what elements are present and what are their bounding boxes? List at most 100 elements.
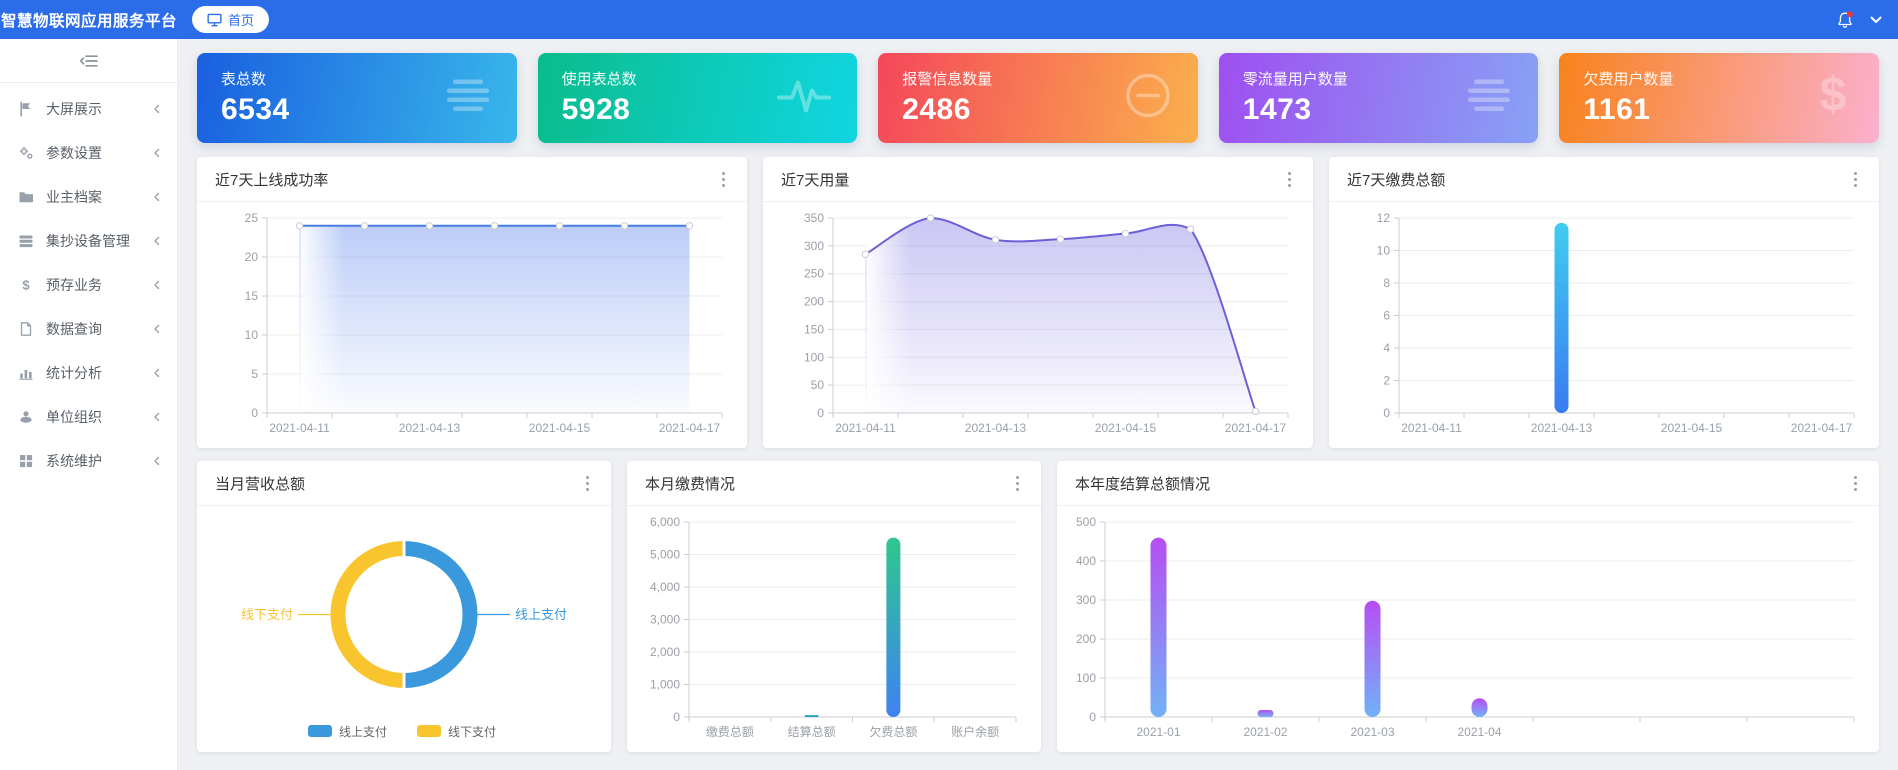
stat-value: 6534 (221, 93, 290, 126)
svg-text:500: 500 (1076, 515, 1096, 529)
lines-icon (445, 76, 491, 121)
kebab-menu-icon[interactable] (1012, 471, 1023, 496)
svg-text:2021-04-13: 2021-04-13 (399, 421, 461, 435)
svg-text:5,000: 5,000 (650, 548, 680, 562)
data-point (1251, 407, 1260, 416)
gears-icon (18, 145, 36, 161)
svg-text:10: 10 (245, 328, 259, 342)
submenu-arrow-icon (151, 191, 163, 203)
submenu-arrow-icon (151, 147, 163, 159)
svg-text:8: 8 (1383, 276, 1390, 290)
svg-text:0: 0 (673, 710, 680, 724)
svg-text:2021-04-15: 2021-04-15 (1095, 421, 1157, 435)
stat-label: 欠费用户数量 (1583, 71, 1674, 88)
svg-text:20: 20 (245, 250, 259, 264)
svg-text:缴费总额: 缴费总额 (706, 724, 754, 739)
chart-title: 近7天缴费总额 (1347, 171, 1446, 189)
chevron-down-icon[interactable] (1870, 16, 1882, 24)
tab-home-label: 首页 (228, 13, 255, 28)
top-header: 智慧物联网应用服务平台 首页 (0, 0, 1898, 39)
chart-row-2: 当月营收总额 线上支付 线下支付 线上支付 线下支付 本月缴费情况 0 1,000 2,0… (197, 461, 1879, 752)
sidebar-item-label: 参数设置 (46, 145, 102, 161)
tab-home[interactable]: 首页 (192, 6, 270, 33)
kebab-menu-icon[interactable] (1284, 167, 1295, 192)
svg-text:0: 0 (251, 406, 258, 420)
collapse-sidebar-icon[interactable] (0, 39, 177, 83)
chart-title: 本年度结算总额情况 (1075, 475, 1211, 493)
sidebar-item-owner-archives[interactable]: 业主档案 (0, 175, 177, 219)
stat-value: 2486 (902, 93, 971, 126)
sidebar-item-prepaid-business[interactable]: $ 预存业务 (0, 263, 177, 307)
sidebar-item-parameter-settings[interactable]: 参数设置 (0, 131, 177, 175)
sidebar-item-statistics-analysis[interactable]: 统计分析 (0, 351, 177, 395)
stat-card-arrears-users: 欠费用户数量 1161 $ (1559, 53, 1879, 143)
svg-text:350: 350 (804, 211, 824, 225)
stat-label: 表总数 (221, 71, 267, 88)
sidebar-item-label: 系统维护 (46, 453, 102, 469)
sidebar-item-system-maintenance[interactable]: 系统维护 (0, 439, 177, 483)
bar-欠费总额 (886, 537, 901, 717)
data-point (425, 222, 434, 230)
submenu-arrow-icon (151, 235, 163, 247)
maintenance-icon (18, 453, 36, 469)
data-point (685, 222, 694, 230)
data-point (555, 222, 564, 230)
bar-2021-04-13 (1554, 222, 1569, 413)
sidebar-item-organization[interactable]: 单位组织 (0, 395, 177, 439)
svg-text:1,000: 1,000 (650, 678, 680, 692)
svg-text:100: 100 (804, 350, 824, 364)
svg-text:2: 2 (1383, 374, 1390, 388)
kebab-menu-icon[interactable] (1850, 471, 1861, 496)
chart-usage-7d[interactable]: 0 50 100 150 200 250 300 350 2021-04-11 2021-04-1… (763, 202, 1313, 447)
chart-monthly-payment[interactable]: 0 1,000 2,000 3,000 4,000 5,000 6,000 缴费总额 结算总额 欠… (627, 506, 1041, 751)
sidebar-item-screen-display[interactable]: 大屏展示 (0, 87, 177, 131)
svg-text:结算总额: 结算总额 (788, 724, 836, 739)
legend-item-online-pay[interactable]: 线上支付 (308, 725, 387, 739)
svg-text:5: 5 (251, 367, 258, 381)
sidebar-item-label: 统计分析 (46, 365, 102, 381)
svg-text:50: 50 (811, 378, 825, 392)
bar-2021-01 (1150, 537, 1167, 717)
chart-monthly-revenue[interactable]: 线上支付 线下支付 线上支付 线下支付 (197, 506, 611, 751)
svg-text:2,000: 2,000 (650, 645, 680, 659)
chart-card-yearly-settlement: 本年度结算总额情况 0 100 200 300 400 500 2021-01 2021-02… (1057, 461, 1879, 752)
data-point (1056, 235, 1065, 243)
data-point (490, 222, 499, 230)
dollar-icon: $ (18, 277, 36, 293)
bar-结算总额 (804, 715, 819, 717)
submenu-arrow-icon (151, 279, 163, 291)
bell-icon[interactable] (1836, 10, 1854, 29)
organization-icon (18, 409, 36, 425)
svg-text:2021-04-13: 2021-04-13 (965, 421, 1027, 435)
svg-text:线下支付: 线下支付 (448, 725, 496, 739)
submenu-arrow-icon (151, 367, 163, 379)
chart-card-usage-7d: 近7天用量 0 50 100 150 200 250 300 350 2021-04-11 202… (763, 157, 1313, 448)
svg-text:6,000: 6,000 (650, 515, 680, 529)
pulse-icon (777, 73, 832, 124)
stat-value: 1161 (1583, 93, 1651, 126)
data-point (926, 214, 935, 222)
chart-card-monthly-payment: 本月缴费情况 0 1,000 2,000 3,000 4,000 5,000 6,000 缴费… (627, 461, 1041, 752)
chart-yearly-settlement[interactable]: 0 100 200 300 400 500 2021-01 2021-02 2021-03 202… (1057, 506, 1879, 751)
svg-text:6: 6 (1383, 309, 1390, 323)
sidebar-menu: 大屏展示参数设置业主档案集抄设备管理 $ 预存业务 数据查询统计分析单位组织系统维护 (0, 83, 177, 483)
kebab-menu-icon[interactable] (718, 167, 729, 192)
kebab-menu-icon[interactable] (1850, 167, 1861, 192)
submenu-arrow-icon (151, 103, 163, 115)
kebab-menu-icon[interactable] (582, 471, 593, 496)
sidebar-item-label: 大屏展示 (46, 101, 102, 117)
bar-2021-03 (1364, 600, 1381, 717)
document-icon (18, 321, 36, 337)
sidebar-item-data-query[interactable]: 数据查询 (0, 307, 177, 351)
main-content: 表总数 6534 使用表总数 5928 报警信息数量 2486 零流量用户数量 1473 欠费用… (178, 39, 1898, 752)
chart-online-rate-7d[interactable]: 0 5 10 15 20 25 2021-04-11 2021-04-13 2021-04-15… (197, 202, 747, 447)
data-point (861, 250, 870, 258)
legend-item-offline-pay[interactable]: 线下支付 (417, 725, 496, 739)
chart-payment-total-7d[interactable]: 0 2 4 6 8 10 12 2021-04-11 2021-04-13 2021-04-15 2… (1329, 202, 1879, 447)
sidebar-item-meter-device-management[interactable]: 集抄设备管理 (0, 219, 177, 263)
svg-text:2021-04-11: 2021-04-11 (1401, 421, 1462, 435)
svg-text:$: $ (1820, 69, 1847, 122)
sidebar-item-label: 集抄设备管理 (46, 233, 130, 249)
svg-text:25: 25 (245, 211, 259, 225)
chart-title: 当月营收总额 (215, 475, 306, 493)
